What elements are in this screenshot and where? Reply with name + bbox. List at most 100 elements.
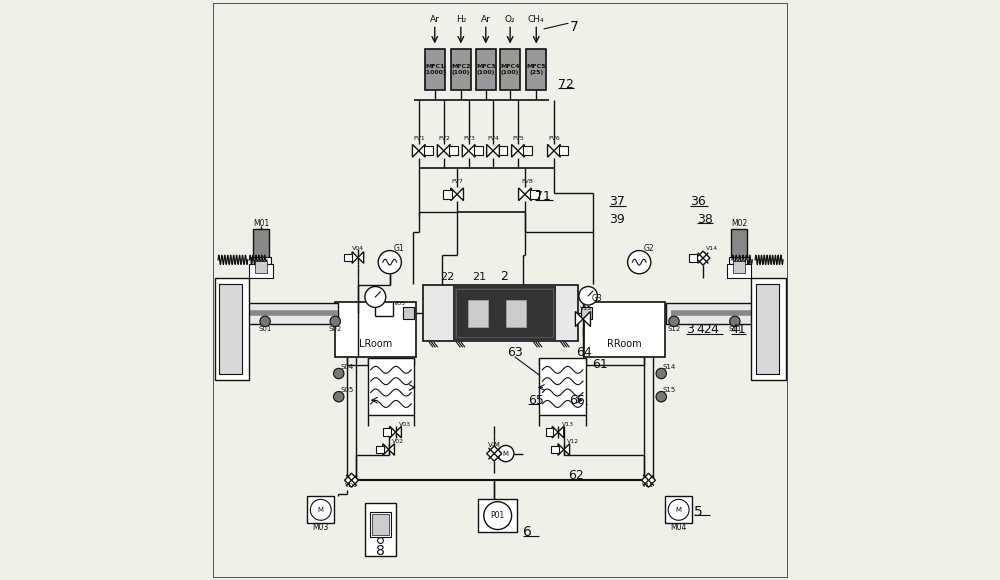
Text: LRoom: LRoom (359, 339, 392, 349)
Text: M01: M01 (253, 219, 269, 228)
Polygon shape (419, 144, 425, 157)
Polygon shape (444, 144, 450, 157)
Text: 42: 42 (696, 323, 712, 336)
Bar (539, 358, 586, 415)
Polygon shape (519, 188, 525, 201)
Text: 72: 72 (558, 78, 574, 90)
Polygon shape (487, 446, 502, 461)
Text: M: M (676, 507, 682, 513)
Bar (526, 49, 546, 90)
Text: V12: V12 (567, 440, 579, 444)
Polygon shape (548, 144, 554, 157)
Bar (403, 307, 414, 319)
Bar (307, 496, 334, 523)
Bar (370, 512, 391, 536)
Circle shape (579, 287, 597, 305)
Circle shape (498, 445, 514, 462)
Text: MFC3
(100): MFC3 (100) (476, 64, 496, 75)
Polygon shape (512, 144, 518, 157)
Text: H₂: H₂ (456, 15, 466, 24)
Text: 2: 2 (500, 270, 508, 283)
Bar (215, 278, 249, 380)
Bar (454, 287, 555, 339)
Text: P01: P01 (491, 511, 505, 520)
Polygon shape (642, 473, 655, 487)
Bar (530, 190, 539, 198)
Circle shape (484, 502, 512, 530)
Text: MFC1
(1000): MFC1 (1000) (423, 64, 446, 75)
Text: V05: V05 (394, 302, 406, 306)
Polygon shape (493, 144, 499, 157)
Text: V04: V04 (352, 246, 364, 251)
Bar (219, 303, 338, 324)
Text: 3: 3 (686, 323, 693, 336)
Bar (335, 302, 416, 357)
Text: 36: 36 (690, 195, 706, 208)
Text: Ar: Ar (481, 15, 491, 24)
Text: VD1: VD1 (345, 483, 358, 488)
Bar (451, 49, 471, 90)
Bar (506, 300, 526, 327)
Text: S15: S15 (663, 387, 676, 393)
Circle shape (334, 368, 344, 379)
Text: S11: S11 (728, 326, 742, 332)
Text: M02: M02 (731, 219, 747, 228)
Text: G3: G3 (592, 294, 602, 303)
Text: M: M (318, 507, 324, 513)
Polygon shape (457, 188, 463, 201)
Text: 63: 63 (507, 346, 523, 359)
Polygon shape (352, 252, 358, 263)
Bar (255, 261, 267, 273)
Bar (666, 303, 783, 324)
Bar (581, 307, 592, 319)
Circle shape (334, 392, 344, 402)
Polygon shape (558, 444, 564, 455)
Polygon shape (383, 444, 389, 455)
Text: FV8: FV8 (521, 179, 533, 184)
Text: M03: M03 (313, 523, 329, 532)
Text: V14: V14 (706, 246, 718, 251)
Text: 71: 71 (535, 190, 551, 202)
Text: 8: 8 (376, 544, 385, 558)
Text: S01: S01 (258, 326, 272, 332)
Text: V02: V02 (392, 440, 404, 444)
Bar (443, 190, 452, 198)
Bar (523, 146, 532, 155)
Bar (468, 300, 488, 327)
Polygon shape (390, 426, 396, 438)
Bar (423, 285, 578, 341)
Bar (551, 445, 559, 454)
Bar (425, 49, 445, 90)
Text: 41: 41 (731, 323, 747, 336)
Text: S04: S04 (340, 364, 354, 370)
Text: 6: 6 (523, 525, 532, 539)
Text: 39: 39 (609, 213, 625, 226)
Text: 61: 61 (592, 358, 607, 371)
Text: 64: 64 (577, 346, 592, 359)
Circle shape (628, 251, 651, 274)
Text: V03: V03 (398, 422, 411, 427)
Bar (499, 146, 507, 155)
Text: CH₄: CH₄ (528, 15, 545, 24)
Text: M04: M04 (670, 523, 687, 532)
Text: V-M: V-M (488, 442, 501, 448)
Polygon shape (437, 144, 444, 157)
Polygon shape (525, 188, 531, 201)
Polygon shape (696, 251, 710, 265)
Bar (368, 358, 414, 415)
Text: G2: G2 (644, 244, 654, 253)
Text: 22: 22 (440, 271, 454, 282)
Bar (365, 503, 396, 556)
Polygon shape (487, 144, 493, 157)
Text: S14: S14 (663, 364, 676, 370)
Text: 37: 37 (609, 195, 625, 208)
Circle shape (378, 251, 401, 274)
Circle shape (656, 368, 666, 379)
Text: 38: 38 (697, 213, 713, 226)
Polygon shape (554, 144, 560, 157)
Text: 21: 21 (472, 271, 486, 282)
Circle shape (656, 392, 666, 402)
Bar (546, 428, 553, 436)
Text: FV6: FV6 (548, 136, 560, 140)
Polygon shape (564, 444, 570, 455)
